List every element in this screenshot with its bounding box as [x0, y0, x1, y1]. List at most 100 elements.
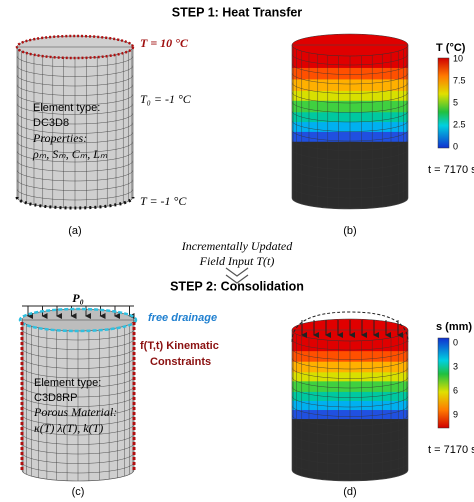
text: Element type:: [33, 102, 100, 114]
mesh-line: [292, 424, 408, 436]
mesh-line: [17, 112, 133, 125]
constraint-label: Constraints: [150, 356, 211, 368]
text: Properties:: [32, 131, 87, 145]
panel-label: (a): [68, 225, 81, 237]
mesh-line: [292, 158, 408, 170]
colorbar-tick-label: 3: [453, 361, 458, 371]
mesh-line: [292, 338, 408, 351]
cylinder: [22, 320, 134, 481]
colorbar-ticks: 0 3 6 9: [453, 337, 458, 419]
colorbar-title: T (°C): [436, 42, 466, 54]
mesh-line: [292, 148, 408, 161]
colorbar-tick-label: 6: [453, 385, 458, 395]
ic-label: T₀ = -1 °C: [140, 92, 192, 106]
mesh-line: [292, 82, 408, 94]
mesh-line: [22, 452, 134, 464]
mesh-line: [17, 131, 133, 144]
cylinder-outline: [291, 329, 409, 482]
mesh-line: [17, 74, 133, 87]
deformation-outline: [291, 311, 409, 343]
mesh-line: [22, 366, 134, 379]
text: κ(T) λ(T), k(T): [34, 421, 103, 435]
colorbar-tick-label: 7.5: [453, 75, 466, 85]
text: Element type:: [34, 377, 101, 389]
mesh-line: [17, 179, 133, 191]
mesh-line: [17, 55, 133, 68]
drainage-boundary: [18, 307, 138, 333]
mesh-line: [22, 328, 134, 341]
panel-label: (c): [72, 486, 85, 498]
constraint-label: f(T,t) Kinematic: [140, 340, 219, 352]
mesh-line: [17, 93, 133, 106]
bottom-boundary: [15, 196, 135, 210]
mesh-line: [292, 433, 408, 446]
mesh-line: [292, 177, 408, 189]
mesh-line: [17, 169, 133, 182]
colorbar-title: s (mm): [436, 321, 472, 333]
mesh-line: [292, 110, 408, 123]
colorbar-tick-label: 2.5: [453, 119, 466, 129]
colorbar-tick-label: 0: [453, 141, 458, 151]
load-label: P₀: [72, 291, 84, 305]
colorbar-tick-label: 10: [453, 53, 463, 63]
colorbar-ticks: 10 7.5 5 2.5 0: [453, 53, 466, 151]
mesh-line: [17, 84, 133, 96]
colorbar: [437, 337, 450, 429]
mesh-line: [292, 462, 408, 474]
mesh-line: [22, 357, 134, 369]
mesh-line: [292, 348, 408, 360]
mesh-line: [22, 385, 134, 398]
mesh-line: [17, 122, 133, 134]
mesh-line: [292, 376, 408, 389]
mesh-line: [292, 395, 408, 408]
text: Incrementally Updated: [181, 239, 294, 253]
mesh-line: [292, 196, 408, 208]
mesh-line: [292, 386, 408, 398]
cylinder: [292, 45, 408, 209]
panel-label: (d): [343, 486, 356, 498]
text: C3D8RP: [34, 392, 77, 404]
mesh-line: [292, 186, 408, 199]
mesh-line: [292, 91, 408, 104]
mesh-line: [22, 347, 134, 360]
mesh-line: [292, 452, 408, 465]
mesh-line: [17, 103, 133, 115]
mesh-line: [17, 141, 133, 153]
mesh-line: [292, 139, 408, 151]
cylinder-outline: [21, 319, 135, 482]
mesh-line: [22, 376, 134, 388]
cylinder-outline: [291, 44, 409, 210]
drainage-label: free drainage: [148, 312, 217, 324]
mesh-line: [22, 395, 134, 407]
colorbar-tick-label: 5: [453, 97, 458, 107]
mesh-line: [22, 338, 134, 350]
mesh-line: [22, 414, 134, 426]
mesh-line: [292, 443, 408, 455]
mesh-line: [292, 101, 408, 113]
mesh-line: [292, 367, 408, 379]
mesh-line: [22, 433, 134, 445]
mesh-line: [292, 63, 408, 75]
panel-label: (b): [343, 225, 356, 237]
mesh-line: [22, 461, 134, 474]
mesh-line: [22, 404, 134, 417]
cylinder: [292, 330, 408, 481]
colorbar-tick-label: 9: [453, 409, 458, 419]
mesh-line: [292, 405, 408, 417]
mesh-line: [17, 65, 133, 77]
colorbar-tick-label: 0: [453, 337, 458, 347]
mesh-line: [292, 167, 408, 180]
mesh-line: [292, 120, 408, 132]
text: ρₘ, Sₘ, Cₘ, Lₘ: [32, 147, 108, 161]
time-label: t = 7170 s: [428, 444, 474, 456]
mesh-line: [292, 414, 408, 427]
text: Porous Material:: [33, 405, 117, 419]
bc-label: T = 10 °C: [140, 36, 189, 50]
step-title: STEP 2: Consolidation: [170, 279, 304, 293]
settlement-arrows: [301, 320, 403, 338]
text: Field Input T(t): [199, 254, 275, 268]
text: DC3D8: [33, 117, 69, 129]
mesh-line: [22, 423, 134, 436]
